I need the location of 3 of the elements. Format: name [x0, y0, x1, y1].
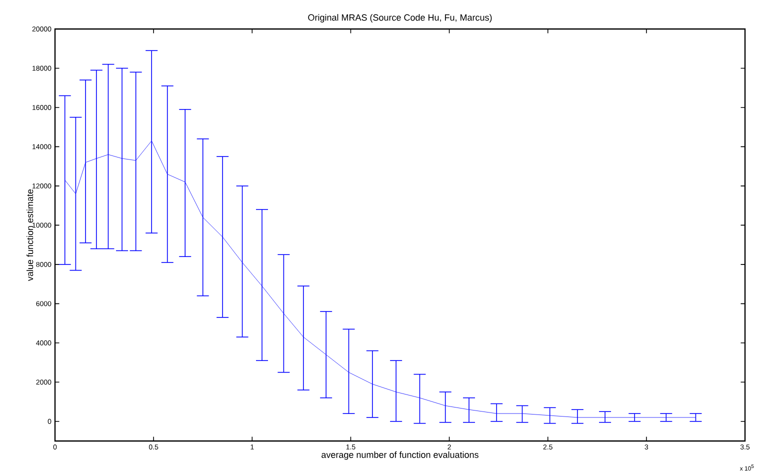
chart-title: Original MRAS (Source Code Hu, Fu, Marcus)	[308, 14, 492, 22]
y-axis-title: value function estimate	[26, 189, 34, 281]
x-axis-title: average number of function evaluations	[322, 451, 478, 460]
